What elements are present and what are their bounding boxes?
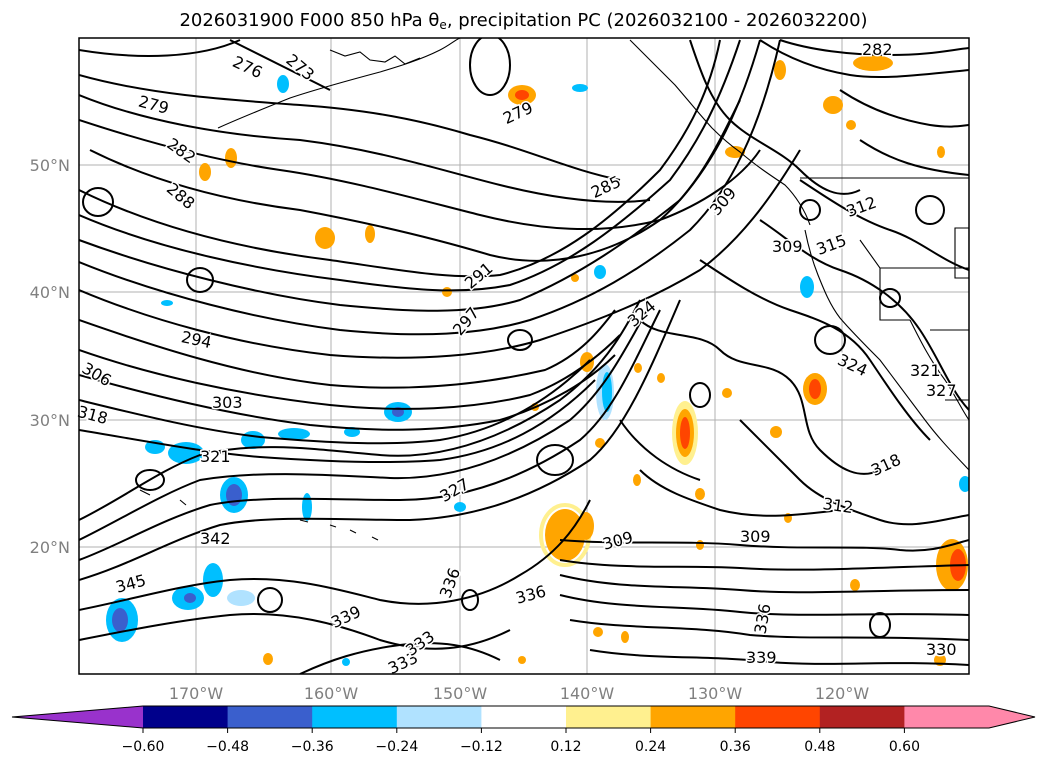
lon-label-170w: 170°W bbox=[169, 684, 224, 703]
contour-label: 327 bbox=[926, 381, 957, 400]
lon-label-120w: 120°W bbox=[815, 684, 870, 703]
lon-label-160w: 160°W bbox=[304, 684, 359, 703]
plot-area bbox=[79, 38, 969, 674]
latitude-labels: 50°N 40°N 30°N 20°N bbox=[30, 156, 70, 557]
contour-label: 309 bbox=[772, 237, 803, 256]
lon-label-140w: 140°W bbox=[560, 684, 615, 703]
lat-label-30n: 30°N bbox=[30, 411, 70, 430]
contour-label: 303 bbox=[212, 393, 243, 412]
map-title: 2026031900 F000 850 hPa θe, precipitatio… bbox=[179, 10, 868, 32]
lat-label-50n: 50°N bbox=[30, 156, 70, 175]
contour-label: 282 bbox=[862, 40, 893, 59]
lat-label-20n: 20°N bbox=[30, 538, 70, 557]
longitude-labels: 170°W 160°W 150°W 140°W 130°W 120°W bbox=[169, 684, 870, 703]
lon-label-130w: 130°W bbox=[688, 684, 743, 703]
contour-label: 309 bbox=[740, 527, 771, 546]
contour-label: 321 bbox=[200, 447, 231, 466]
theta-e-contours bbox=[79, 38, 969, 674]
contour-label: 342 bbox=[200, 529, 231, 548]
precip-shading bbox=[106, 55, 969, 666]
contour-label: 321 bbox=[910, 361, 941, 380]
lat-label-40n: 40°N bbox=[30, 283, 70, 302]
coastlines bbox=[139, 38, 969, 541]
contour-label: 312 bbox=[822, 494, 855, 517]
lon-label-150w: 150°W bbox=[433, 684, 488, 703]
contour-label: 330 bbox=[926, 640, 957, 659]
contour-label: 339 bbox=[746, 648, 777, 667]
plot-frame bbox=[78, 37, 970, 675]
